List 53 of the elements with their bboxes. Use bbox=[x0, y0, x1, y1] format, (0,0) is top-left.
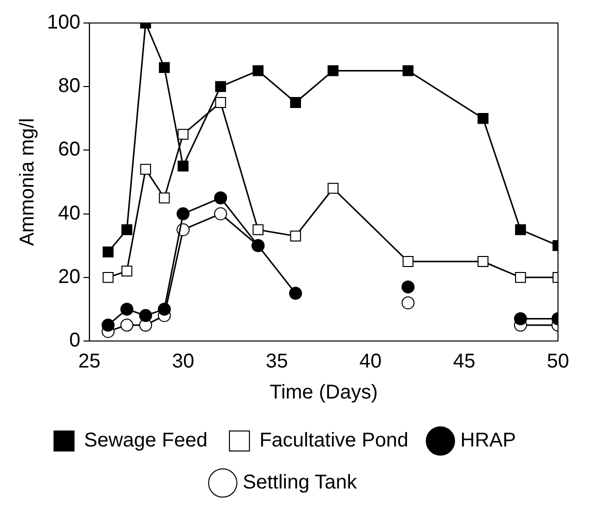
point bbox=[178, 128, 189, 140]
point bbox=[328, 182, 339, 194]
y-tick-label: 0 bbox=[69, 330, 80, 352]
y-tick-label: 80 bbox=[58, 75, 80, 98]
point bbox=[121, 224, 132, 236]
y-tick-label: 100 bbox=[46, 12, 80, 34]
x-tick-label: 30 bbox=[172, 350, 194, 373]
point bbox=[158, 192, 170, 204]
point bbox=[214, 191, 228, 204]
point bbox=[290, 230, 302, 242]
y-tick-label: 60 bbox=[58, 138, 80, 161]
x-tick-label: 45 bbox=[453, 350, 476, 373]
point bbox=[289, 286, 302, 300]
point bbox=[515, 272, 526, 283]
point bbox=[478, 256, 488, 267]
point bbox=[140, 164, 152, 175]
point bbox=[402, 280, 415, 294]
legend-label: HRAP bbox=[460, 430, 516, 452]
point bbox=[402, 296, 415, 310]
point bbox=[515, 224, 526, 236]
point bbox=[139, 309, 152, 322]
x-tick-label: 40 bbox=[359, 350, 382, 373]
point bbox=[120, 302, 134, 316]
y-tick-label: 20 bbox=[58, 266, 80, 288]
legend-label: Settling Tank bbox=[242, 472, 358, 494]
point bbox=[214, 207, 228, 220]
point bbox=[328, 65, 339, 76]
point bbox=[290, 97, 302, 108]
point bbox=[158, 62, 170, 73]
point bbox=[102, 318, 115, 332]
point bbox=[402, 65, 414, 76]
point bbox=[120, 318, 134, 332]
point bbox=[176, 207, 190, 220]
point bbox=[102, 272, 114, 283]
x-axis-title: Time (Days) bbox=[270, 382, 378, 404]
point bbox=[121, 266, 132, 276]
legend-label: Facultative Pond bbox=[259, 430, 408, 452]
point bbox=[178, 160, 189, 172]
y-axis-title: Ammonia mg/l bbox=[16, 118, 39, 246]
point bbox=[478, 112, 488, 124]
point bbox=[402, 256, 414, 267]
point bbox=[252, 224, 264, 236]
legend-label: Sewage Feed bbox=[84, 430, 208, 452]
point bbox=[102, 246, 114, 258]
point bbox=[514, 312, 528, 326]
x-tick-label: 35 bbox=[266, 350, 288, 373]
point bbox=[215, 97, 226, 108]
point bbox=[215, 81, 226, 92]
point bbox=[158, 302, 171, 316]
y-tick-label: 40 bbox=[58, 202, 80, 224]
x-tick-label: 50 bbox=[546, 350, 570, 373]
x-tick-label: 25 bbox=[78, 350, 100, 373]
point bbox=[252, 65, 264, 76]
